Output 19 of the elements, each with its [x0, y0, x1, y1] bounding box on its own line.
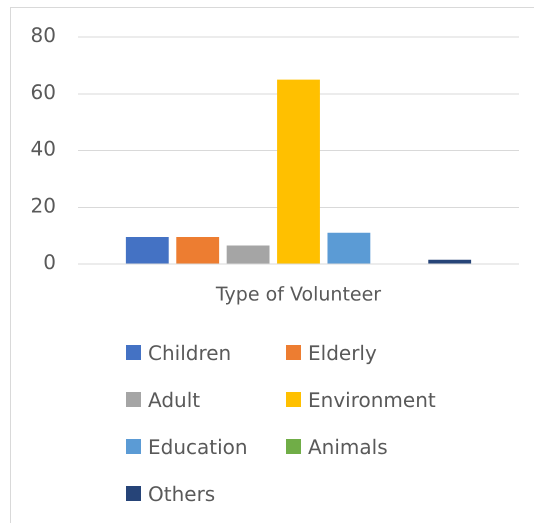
y-tick-label: 80: [30, 23, 56, 48]
bar: [176, 237, 220, 264]
legend-label: Children: [148, 340, 232, 364]
legend-label: Elderly: [308, 340, 377, 364]
legend-label: Education: [148, 434, 248, 458]
bar: [226, 246, 270, 264]
legend-label: Animals: [308, 434, 388, 458]
bar: [277, 80, 320, 264]
y-tick-label: 40: [30, 136, 56, 161]
y-tick-label: 60: [30, 80, 56, 104]
legend-label: Others: [148, 482, 216, 506]
bar: [428, 260, 472, 264]
x-tick-label: Type of Volunteer: [214, 283, 382, 306]
bar: [327, 232, 370, 264]
legend-label: Adult: [148, 388, 200, 412]
legend-label: Environment: [308, 388, 436, 412]
y-tick-label: 20: [30, 193, 56, 218]
bar: [126, 237, 169, 264]
y-tick-label: 0: [43, 250, 56, 274]
